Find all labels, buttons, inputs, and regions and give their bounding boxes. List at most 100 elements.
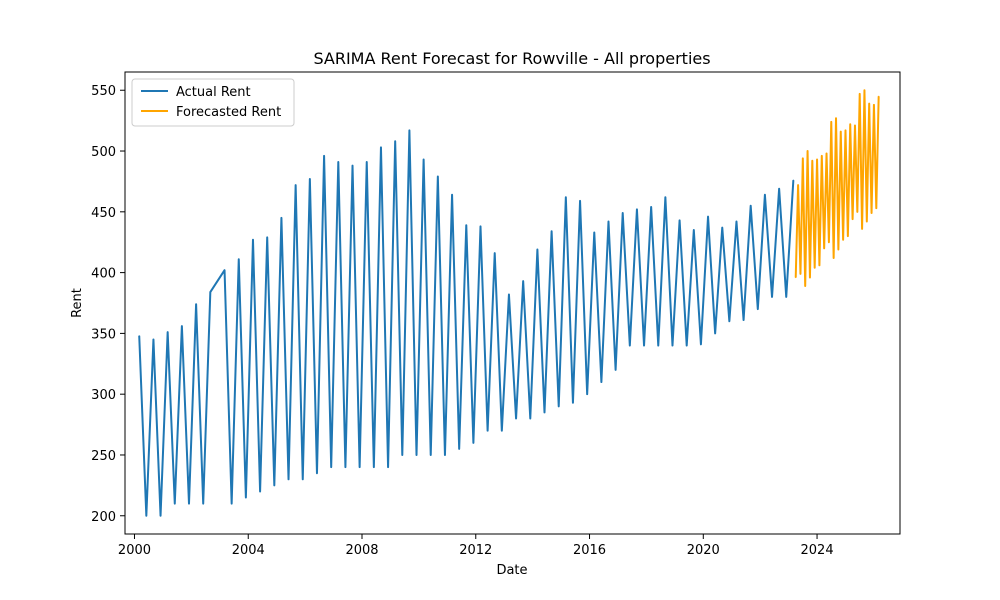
x-tick-label: 2000 — [118, 543, 151, 558]
data-point — [818, 264, 821, 266]
data-point — [394, 140, 396, 142]
data-point — [728, 320, 730, 322]
legend-label-actual-rent: Actual Rent — [176, 85, 251, 100]
data-point — [195, 303, 197, 305]
x-axis-label: Date — [496, 563, 527, 578]
data-point — [742, 319, 745, 321]
data-point — [802, 157, 804, 159]
data-point — [809, 276, 811, 279]
series-points-forecasted-rent — [795, 89, 880, 287]
y-axis: 200 250 300 350 400 450 500 550 — [91, 84, 125, 525]
data-point — [202, 503, 204, 505]
data-point — [875, 207, 877, 209]
data-point — [811, 160, 813, 162]
data-point — [840, 130, 842, 133]
data-point — [615, 369, 617, 371]
y-tick-label: 350 — [91, 327, 116, 342]
data-point — [167, 331, 169, 333]
data-point — [536, 248, 538, 251]
data-point — [764, 194, 766, 196]
data-point — [558, 405, 560, 407]
data-point — [750, 205, 752, 207]
data-point — [816, 158, 818, 161]
plot-area — [124, 71, 901, 535]
data-point — [430, 454, 432, 456]
data-point — [252, 239, 254, 241]
data-point — [138, 335, 140, 337]
legend-box — [131, 78, 295, 127]
data-point — [323, 155, 325, 157]
data-point — [678, 219, 681, 221]
data-point — [458, 448, 460, 450]
data-point — [700, 343, 702, 345]
data-point — [650, 206, 652, 208]
data-point — [629, 344, 631, 347]
data-point — [828, 241, 830, 243]
y-tick-label: 400 — [91, 267, 116, 282]
data-point — [795, 276, 797, 279]
data-point — [529, 417, 531, 420]
data-point — [844, 129, 847, 131]
data-point — [494, 252, 496, 254]
data-point — [337, 161, 339, 163]
data-point — [465, 224, 467, 226]
data-point — [387, 466, 389, 468]
data-point — [814, 267, 816, 269]
chart-title: SARIMA Rent Forecast for Rowville - All … — [313, 49, 710, 68]
series-line-actual-rent — [138, 129, 795, 517]
data-point — [842, 239, 844, 241]
data-point — [664, 196, 666, 198]
y-tick-label: 300 — [91, 388, 116, 403]
y-tick-label: 500 — [91, 145, 116, 160]
data-point — [657, 344, 659, 347]
data-point — [280, 217, 283, 219]
x-tick-label: 2008 — [345, 543, 378, 558]
legend: Actual Rent Forecasted Rent — [131, 78, 295, 127]
x-tick-label: 2004 — [232, 543, 265, 558]
y-tick-label: 450 — [91, 206, 116, 221]
data-point — [515, 417, 517, 420]
data-point — [423, 158, 425, 161]
data-point — [238, 258, 240, 260]
data-point — [508, 293, 510, 296]
data-point — [479, 225, 482, 228]
data-point — [852, 218, 854, 220]
data-point — [245, 496, 247, 499]
y-axis-label: Rent — [70, 288, 85, 318]
data-point — [847, 235, 849, 237]
data-point — [643, 344, 645, 347]
data-point — [287, 478, 290, 480]
data-point — [401, 454, 403, 456]
data-point — [380, 146, 382, 148]
data-point — [437, 175, 439, 178]
data-point — [259, 490, 261, 493]
data-point — [266, 236, 268, 238]
data-point — [159, 515, 162, 517]
y-tick-label: 200 — [91, 510, 116, 525]
data-point — [707, 216, 709, 218]
data-point — [593, 231, 595, 234]
y-tick-label: 250 — [91, 449, 116, 464]
data-point — [837, 248, 839, 251]
data-point — [863, 89, 866, 91]
data-point — [799, 273, 802, 275]
data-point — [600, 381, 602, 383]
series-points-actual-rent — [138, 129, 794, 517]
data-point — [825, 152, 828, 155]
series-line-forecasted-rent — [794, 89, 880, 287]
data-point — [351, 165, 354, 167]
x-tick-label: 2024 — [801, 543, 834, 558]
data-point — [359, 466, 361, 468]
x-axis: 2000 2004 2008 2012 2016 2020 2024 — [118, 534, 834, 558]
data-point — [174, 503, 176, 505]
x-tick-label: 2020 — [687, 543, 720, 558]
data-point — [472, 442, 474, 444]
data-point — [415, 454, 418, 456]
data-point — [792, 179, 794, 181]
data-point — [671, 344, 674, 347]
data-point — [861, 228, 863, 230]
data-point — [579, 200, 581, 202]
data-point — [622, 212, 624, 214]
data-point — [870, 212, 873, 214]
series-layer — [138, 89, 880, 517]
